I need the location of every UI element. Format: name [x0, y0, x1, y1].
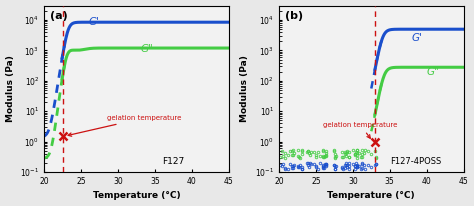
- Y-axis label: Modulus (Pa): Modulus (Pa): [240, 55, 249, 122]
- Text: G": G": [427, 67, 439, 77]
- Text: gelation temperature: gelation temperature: [323, 122, 398, 138]
- Text: G': G': [412, 33, 423, 43]
- X-axis label: Temperature (°C): Temperature (°C): [328, 191, 415, 200]
- Text: (b): (b): [284, 11, 303, 21]
- Text: G': G': [88, 17, 99, 27]
- X-axis label: Temperature (°C): Temperature (°C): [92, 191, 180, 200]
- Y-axis label: Modulus (Pa): Modulus (Pa): [6, 55, 15, 122]
- Text: gelation temperature: gelation temperature: [68, 115, 181, 136]
- Text: G": G": [140, 44, 153, 54]
- Text: F127-4POSS: F127-4POSS: [390, 157, 441, 166]
- Text: F127: F127: [162, 157, 184, 166]
- Text: (a): (a): [50, 11, 67, 21]
